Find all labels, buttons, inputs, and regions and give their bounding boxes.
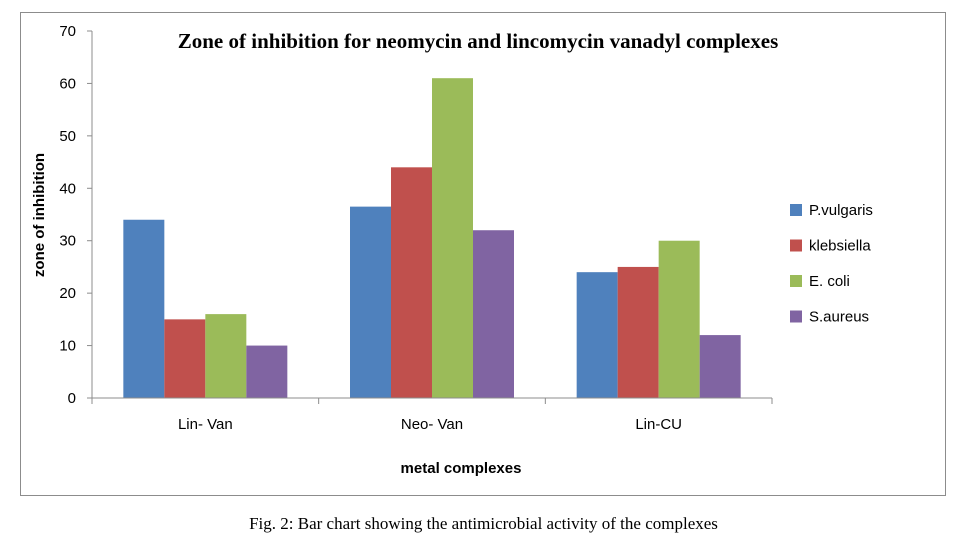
y-axis-label: zone of inhibition [31,153,48,277]
bar-e-coli-2 [658,240,700,398]
y-tick-label: 0 [68,390,76,407]
bar-e-coli-0 [205,314,247,398]
y-tick-label: 70 [59,23,76,40]
bar-e-coli-1 [432,78,473,398]
bar-s-aureus-0 [246,345,288,398]
bar-s-aureus-2 [699,335,741,398]
legend-swatch [790,275,802,287]
legend: P.vulgaris klebsiella E. coli S.aureus [790,202,873,326]
bar-klebsiella-0 [164,319,206,398]
legend-label: P.vulgaris [809,202,873,219]
figure-caption: Fig. 2: Bar chart showing the antimicrob… [249,514,718,533]
legend-label: E. coli [809,273,850,290]
legend-label: klebsiella [809,238,871,255]
x-category-label: Lin-CU [635,416,682,433]
y-tick-label: 10 [59,338,76,355]
bar-p-vulgaris-1 [350,206,391,398]
bar-s-aureus-1 [473,230,514,398]
bar-klebsiella-1 [391,167,432,398]
y-tick-label: 30 [59,233,76,250]
y-tick-label: 20 [59,285,76,302]
chart-title: Zone of inhibition for neomycin and linc… [178,29,779,53]
y-tick-label: 60 [59,75,76,92]
bar-p-vulgaris-0 [123,219,165,398]
y-tick-label: 40 [59,180,76,197]
bar-klebsiella-2 [617,266,659,398]
y-tick-label: 50 [59,128,76,145]
legend-swatch [790,310,802,323]
legend-swatch [790,239,802,252]
legend-label: S.aureus [809,309,869,326]
axes-group: 0 10 20 30 40 50 60 70 Lin- Van Neo- Van Lin-CU [59,23,773,433]
x-axis-label: metal complexes [401,460,522,477]
bars-group [123,78,741,398]
x-category-label: Neo- Van [401,416,463,433]
legend-swatch [790,204,802,216]
bar-p-vulgaris-2 [576,272,618,398]
x-category-label: Lin- Van [178,416,233,433]
